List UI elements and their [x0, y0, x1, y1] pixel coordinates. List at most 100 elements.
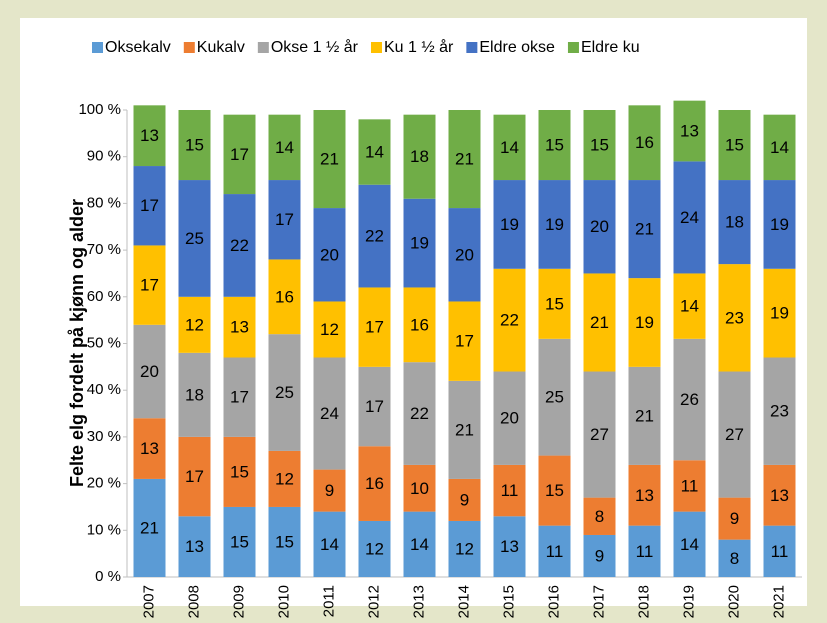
bar-segment	[178, 180, 211, 297]
data-label: 20	[320, 245, 339, 264]
data-label: 18	[725, 213, 744, 232]
data-label: 17	[140, 276, 159, 295]
data-label: 19	[410, 234, 429, 253]
bar-segment	[493, 180, 526, 269]
bar-segment	[538, 268, 571, 339]
y-axis-label: Felte elg fordelt på kjønn og alder	[67, 199, 87, 487]
data-label: 17	[365, 397, 384, 416]
bar-segment	[628, 105, 661, 181]
bar-segment	[133, 105, 166, 167]
bar-segment	[313, 110, 346, 209]
data-label: 8	[595, 507, 604, 526]
data-label: 20	[140, 362, 159, 381]
bar-segment	[493, 516, 526, 577]
x-tick-label: 2008	[185, 585, 202, 618]
y-tick-label: 70 %	[87, 241, 121, 258]
data-label: 23	[770, 402, 789, 421]
legend-label: Kukalv	[197, 39, 245, 56]
data-label: 26	[680, 390, 699, 409]
data-label: 21	[140, 518, 159, 537]
data-label: 22	[500, 311, 519, 330]
data-label: 19	[770, 215, 789, 234]
bar-segment	[223, 296, 256, 358]
data-label: 24	[680, 208, 699, 227]
data-label: 15	[545, 136, 564, 155]
data-label: 12	[275, 469, 294, 488]
bar-segment	[718, 497, 751, 540]
data-label: 13	[680, 121, 699, 140]
data-label: 19	[770, 304, 789, 323]
data-label: 16	[635, 133, 654, 152]
bar-segment	[628, 525, 661, 577]
data-label: 12	[365, 539, 384, 558]
bar-segment	[403, 198, 436, 288]
legend-label: Eldre okse	[479, 39, 555, 56]
bar-segment	[178, 352, 211, 437]
data-label: 14	[365, 143, 384, 162]
legend-swatch	[567, 42, 579, 53]
legend-label: Oksekalv	[105, 39, 171, 56]
data-label: 17	[230, 388, 249, 407]
bar-segment	[133, 418, 166, 479]
y-tick-label: 0 %	[95, 568, 121, 585]
bar-segment	[583, 180, 616, 274]
x-tick-label: 2020	[725, 585, 742, 618]
bar-segment	[583, 273, 616, 372]
legend-label: Ku 1 ½ år	[384, 38, 454, 56]
legend-swatch	[466, 42, 478, 53]
data-label: 11	[681, 476, 699, 495]
data-label: 24	[320, 404, 339, 423]
data-label: 21	[320, 150, 339, 169]
bar-segment	[313, 357, 346, 470]
x-tick-label: 2007	[140, 585, 157, 618]
bar-segment	[313, 208, 346, 302]
y-tick-label: 60 %	[87, 288, 121, 305]
bar-segment	[268, 180, 301, 260]
data-label: 11	[771, 542, 789, 561]
bar-segment	[448, 520, 481, 577]
bar-segment	[268, 334, 301, 451]
data-label: 27	[590, 425, 609, 444]
data-label: 14	[500, 138, 519, 157]
data-label: 15	[275, 532, 294, 551]
data-label: 16	[275, 287, 294, 306]
x-tick-label: 2012	[365, 585, 382, 618]
legend-swatch	[92, 42, 103, 53]
data-label: 22	[410, 404, 429, 423]
data-label: 9	[460, 490, 469, 509]
bar-segment	[358, 119, 391, 185]
data-label: 11	[546, 542, 564, 561]
y-tick-label: 50 %	[87, 334, 121, 351]
bar-segment	[448, 380, 481, 479]
data-label: 20	[590, 217, 609, 236]
bar-segment	[538, 525, 571, 577]
data-label: 17	[185, 467, 204, 486]
x-tick-label: 2013	[410, 585, 427, 618]
bar-segment	[358, 184, 391, 288]
bar-segment	[403, 362, 436, 465]
y-tick-label: 20 %	[87, 475, 121, 492]
data-label: 21	[635, 220, 654, 239]
y-tick-label: 90 %	[87, 148, 121, 165]
bar-segment	[763, 464, 796, 526]
data-label: 15	[545, 481, 564, 500]
bar-segment	[493, 268, 526, 372]
x-tick-label: 2018	[635, 585, 652, 618]
data-label: 15	[590, 136, 609, 155]
bar-segment	[583, 534, 616, 577]
data-label: 12	[320, 320, 339, 339]
bar-segment	[178, 516, 211, 577]
bar-segment	[628, 278, 661, 367]
y-tick-label: 30 %	[87, 428, 121, 445]
x-tick-label: 2017	[590, 585, 607, 618]
data-label: 21	[455, 150, 474, 169]
bar-segment	[673, 273, 706, 339]
data-label: 14	[680, 535, 699, 554]
legend-swatch	[183, 42, 195, 53]
legend-label: Eldre ku	[581, 39, 640, 56]
data-label: 8	[730, 549, 739, 568]
data-label: 27	[725, 425, 744, 444]
data-label: 19	[545, 215, 564, 234]
y-tick-label: 10 %	[87, 521, 121, 538]
